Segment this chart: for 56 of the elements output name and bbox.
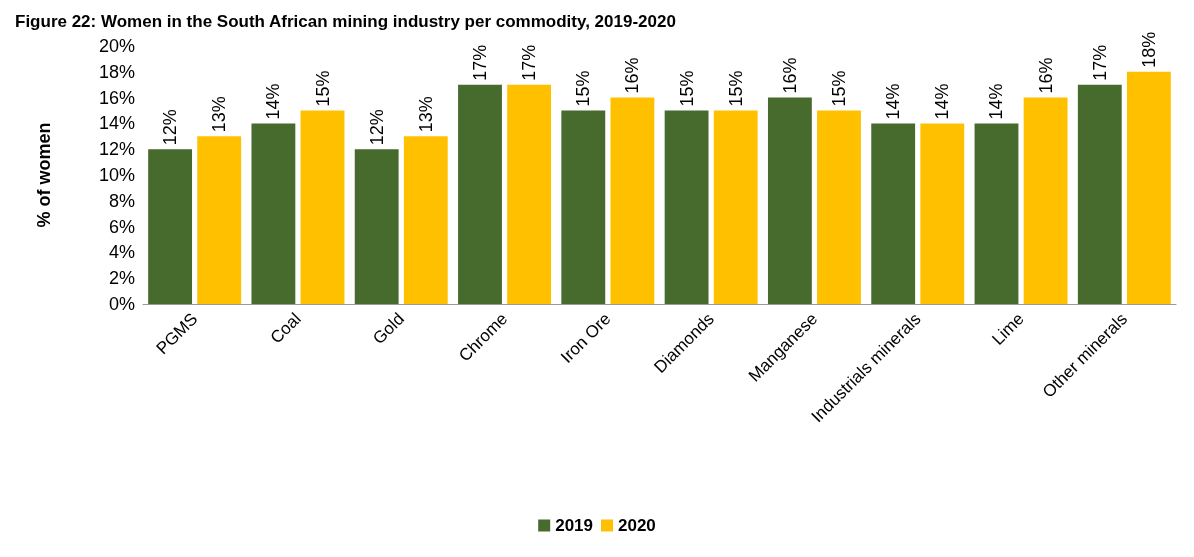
y-tick-label: 12%	[98, 139, 135, 160]
bar	[920, 123, 965, 304]
y-tick-label: 8%	[108, 190, 135, 211]
y-tick-label: 16%	[98, 87, 135, 108]
y-tick-label: 6%	[108, 216, 135, 237]
bar	[817, 110, 861, 304]
bar	[767, 97, 812, 304]
bar	[610, 97, 655, 304]
bar	[197, 136, 242, 304]
y-tick-label: 20%	[98, 36, 135, 56]
bar	[974, 123, 1019, 304]
bar	[354, 149, 399, 304]
bar	[713, 110, 758, 304]
data-label: 17%	[1089, 44, 1110, 81]
bar	[664, 110, 709, 304]
bar	[458, 84, 502, 304]
bar	[251, 123, 296, 304]
bar	[871, 123, 916, 304]
data-label: 12%	[366, 109, 387, 146]
data-label: 15%	[312, 70, 333, 107]
data-label: 15%	[676, 70, 697, 107]
bar	[300, 110, 345, 304]
data-label: 14%	[883, 83, 904, 120]
x-tick-label: Iron Ore	[557, 309, 615, 367]
data-label: 13%	[415, 96, 436, 133]
y-tick-label: 14%	[98, 113, 135, 134]
data-label: 16%	[1035, 57, 1056, 94]
data-label: 16%	[622, 57, 643, 94]
bar	[1023, 97, 1068, 304]
chart-title: Figure 22: Women in the South African mining industry per commodity, 2019-2020	[15, 12, 676, 31]
data-label: 18%	[1138, 31, 1159, 68]
data-label: 15%	[573, 70, 594, 107]
data-label: 14%	[932, 83, 953, 120]
y-axis-title: % of women	[34, 122, 54, 228]
y-tick-label: 2%	[108, 268, 135, 289]
y-tick-label: 0%	[108, 294, 135, 314]
data-label: 15%	[829, 70, 850, 107]
bar	[403, 136, 448, 304]
bar	[1126, 71, 1171, 304]
data-label: 14%	[263, 83, 284, 120]
data-label: 17%	[519, 44, 540, 81]
bar	[561, 110, 606, 304]
y-tick-label: 10%	[98, 165, 135, 185]
y-tick-label: 4%	[108, 242, 135, 263]
data-label: 16%	[779, 57, 800, 94]
bar	[148, 149, 193, 304]
bar	[507, 84, 552, 304]
data-label: 13%	[209, 96, 230, 133]
data-label: 14%	[986, 83, 1007, 120]
data-label: 12%	[160, 109, 181, 146]
legend-label: 2020	[618, 516, 656, 535]
y-tick-label: 18%	[98, 61, 135, 82]
data-label: 15%	[725, 70, 746, 107]
bar	[1077, 84, 1122, 304]
data-label: 17%	[469, 44, 490, 81]
legend-label: 2019	[555, 516, 594, 535]
